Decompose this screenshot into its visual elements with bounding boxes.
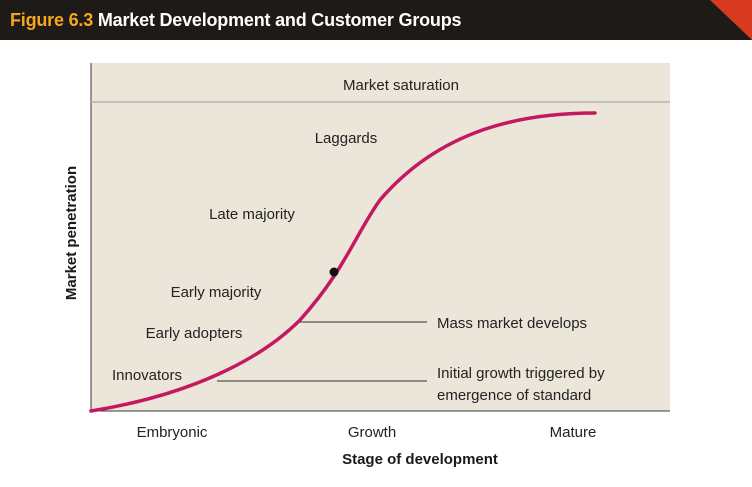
group-label-late-majority: Late majority [209, 206, 295, 223]
annotation-initial-growth-line-2: emergence of standard [437, 387, 591, 404]
group-label-innovators: Innovators [112, 367, 182, 384]
title-accent-shape [710, 0, 752, 40]
figure-number: Figure 6.3 [10, 10, 94, 30]
group-label-early-majority: Early majority [171, 284, 262, 301]
saturation-label: Market saturation [343, 77, 459, 94]
x-category-mature: Mature [550, 424, 597, 441]
group-label-early-adopters: Early adopters [146, 325, 243, 342]
x-axis-title: Stage of development [342, 451, 498, 468]
figure-title: Figure 6.3 Market Development and Custom… [10, 10, 462, 31]
x-category-growth: Growth [348, 424, 396, 441]
annotation-mass-market: Mass market develops [437, 315, 587, 332]
plot-area [91, 63, 670, 411]
inflection-point-marker [329, 267, 339, 277]
x-category-embryonic: Embryonic [137, 424, 208, 441]
figure-title-bar: Figure 6.3 Market Development and Custom… [0, 0, 752, 40]
group-label-laggards: Laggards [315, 130, 378, 147]
y-axis-title: Market penetration [63, 166, 80, 300]
adoption-curve [89, 111, 597, 413]
annotation-initial-growth-line-1: Initial growth triggered by [437, 365, 605, 382]
figure-caption: Market Development and Customer Groups [97, 10, 462, 30]
